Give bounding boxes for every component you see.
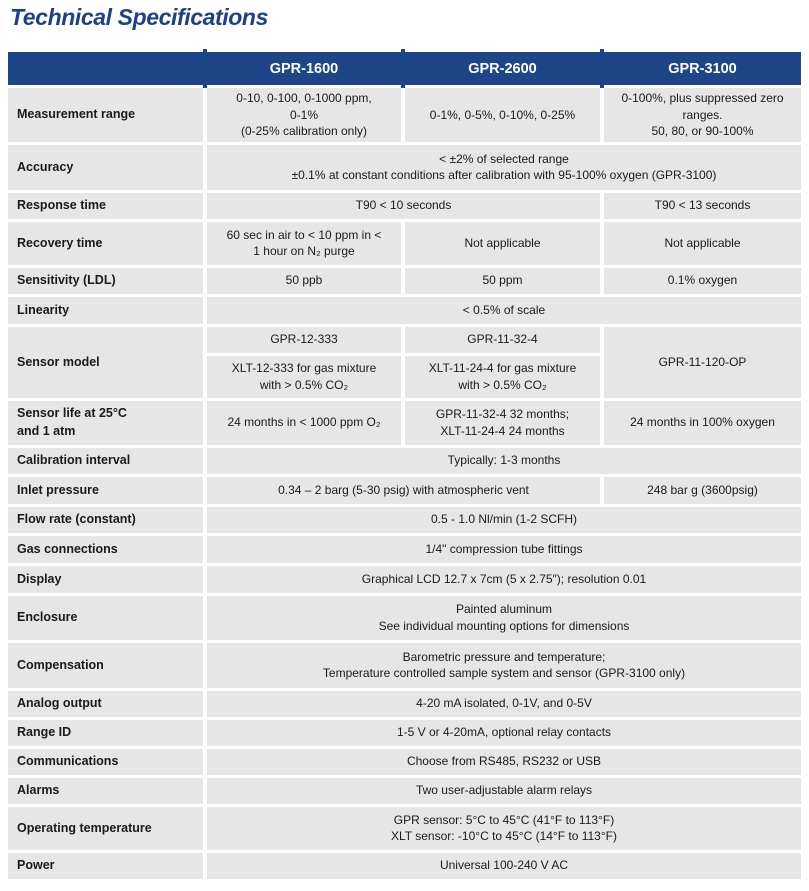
spec-label: Measurement range [8, 88, 203, 142]
spec-value: GPR sensor: 5°C to 45°C (41°F to 113°F) … [207, 806, 801, 850]
table-row-response-time: Response time T90 < 10 seconds T90 < 13 … [8, 192, 801, 219]
spec-value: 0.34 – 2 barg (5-30 psig) with atmospher… [207, 476, 600, 504]
table-row-measurement-range: Measurement range 0-10, 0-100, 0-1000 pp… [8, 88, 801, 142]
spec-value: 0.5 - 1.0 Nl/min (1-2 SCFH) [207, 506, 801, 533]
spec-value: 0-100%, plus suppressed zero ranges. 50,… [604, 88, 801, 142]
spec-label: Linearity [8, 296, 203, 324]
spec-label: Sensitivity (LDL) [8, 267, 203, 294]
spec-value: 50 ppb [207, 267, 401, 294]
sensor-model-stack-gpr1600: GPR-12-333 XLT-12-333 for gas mixture wi… [207, 326, 401, 398]
spec-value: Not applicable [604, 221, 801, 265]
spec-label: Range ID [8, 719, 203, 746]
spec-value: T90 < 13 seconds [604, 192, 801, 219]
header-tick [401, 49, 405, 88]
spec-value: < 0.5% of scale [207, 296, 801, 324]
spec-value: < ±2% of selected range ±0.1% at constan… [207, 144, 801, 190]
spec-label: Communications [8, 748, 203, 775]
header-spacer [8, 52, 203, 85]
table-row-sensor-model: Sensor model GPR-12-333 XLT-12-333 for g… [8, 326, 801, 398]
spec-value: GPR-12-333 [207, 326, 401, 353]
spec-value: 24 months in < 1000 ppm O₂ [207, 400, 401, 445]
table-row-enclosure: Enclosure Painted aluminum See individua… [8, 595, 801, 640]
spec-value: T90 < 10 seconds [207, 192, 600, 219]
spec-value: GPR-11-32-4 32 months; XLT-11-24-4 24 mo… [405, 400, 600, 445]
table-row-flow-rate: Flow rate (constant) 0.5 - 1.0 Nl/min (1… [8, 506, 801, 533]
spec-label: Compensation [8, 642, 203, 688]
spec-value: 248 bar g (3600psig) [604, 476, 801, 504]
header-tick [600, 49, 604, 88]
table-row-calibration-interval: Calibration interval Typically: 1-3 mont… [8, 447, 801, 474]
spec-label: Gas connections [8, 535, 203, 563]
spec-label: Analog output [8, 690, 203, 717]
table-row-gas-connections: Gas connections 1/4" compression tube fi… [8, 535, 801, 563]
column-header-gpr-2600: GPR-2600 [468, 60, 537, 77]
spec-value: 24 months in 100% oxygen [604, 400, 801, 445]
spec-value: Graphical LCD 12.7 x 7cm (5 x 2.75″); re… [207, 565, 801, 593]
spec-value: XLT-11-24-4 for gas mixture with > 0.5% … [405, 355, 600, 398]
spec-value: Choose from RS485, RS232 or USB [207, 748, 801, 775]
table-header-row: GPR-1600 GPR-2600 GPR-3100 [8, 49, 801, 88]
spec-value: 0.1% oxygen [604, 267, 801, 294]
spec-value: 1-5 V or 4-20mA, optional relay contacts [207, 719, 801, 746]
spec-value: GPR-11-120-OP [604, 326, 801, 398]
spec-label: Inlet pressure [8, 476, 203, 504]
page-title: Technical Specifications [10, 4, 268, 30]
spec-value: 0-1%, 0-5%, 0-10%, 0-25% [405, 88, 600, 142]
table-row-operating-temperature: Operating temperature GPR sensor: 5°C to… [8, 806, 801, 850]
spec-value: GPR-11-32-4 [405, 326, 600, 353]
table-row-accuracy: Accuracy < ±2% of selected range ±0.1% a… [8, 144, 801, 190]
spec-label: Enclosure [8, 595, 203, 640]
table-row-inlet-pressure: Inlet pressure 0.34 – 2 barg (5-30 psig)… [8, 476, 801, 504]
header-tick [203, 49, 207, 88]
table-row-communications: Communications Choose from RS485, RS232 … [8, 748, 801, 775]
spec-value: Typically: 1-3 months [207, 447, 801, 474]
spec-value: 0-10, 0-100, 0-1000 ppm, 0-1% (0-25% cal… [207, 88, 401, 142]
spec-label: Display [8, 565, 203, 593]
spec-label: Operating temperature [8, 806, 203, 850]
spec-label: Response time [8, 192, 203, 219]
column-header-gpr-3100: GPR-3100 [668, 60, 737, 77]
spec-value: Not applicable [405, 221, 600, 265]
spec-label: Accuracy [8, 144, 203, 190]
spec-label: Calibration interval [8, 447, 203, 474]
spec-label: Sensor life at 25°C and 1 atm [8, 400, 203, 445]
spec-label: Power [8, 852, 203, 879]
spec-value: Two user-adjustable alarm relays [207, 777, 801, 804]
table-row-display: Display Graphical LCD 12.7 x 7cm (5 x 2.… [8, 565, 801, 593]
table-row-range-id: Range ID 1-5 V or 4-20mA, optional relay… [8, 719, 801, 746]
table-row-alarms: Alarms Two user-adjustable alarm relays [8, 777, 801, 804]
table-row-power: Power Universal 100-240 V AC [8, 852, 801, 879]
table-row-compensation: Compensation Barometric pressure and tem… [8, 642, 801, 688]
table-row-linearity: Linearity < 0.5% of scale [8, 296, 801, 324]
spec-value: Painted aluminum See individual mounting… [207, 595, 801, 640]
spec-value: 60 sec in air to < 10 ppm in < 1 hour on… [207, 221, 401, 265]
column-header-gpr-1600: GPR-1600 [269, 60, 339, 77]
spec-value: XLT-12-333 for gas mixture with > 0.5% C… [207, 355, 401, 398]
spec-value: 4-20 mA isolated, 0-1V, and 0-5V [207, 690, 801, 717]
spec-value: 1/4" compression tube fittings [207, 535, 801, 563]
spec-label: Alarms [8, 777, 203, 804]
table-row-recovery-time: Recovery time 60 sec in air to < 10 ppm … [8, 221, 801, 265]
spec-label: Sensor model [8, 326, 203, 398]
table-row-sensitivity: Sensitivity (LDL) 50 ppb 50 ppm 0.1% oxy… [8, 267, 801, 294]
spec-value: 50 ppm [405, 267, 600, 294]
spec-value: Universal 100-240 V AC [207, 852, 801, 879]
sensor-model-stack-gpr2600: GPR-11-32-4 XLT-11-24-4 for gas mixture … [405, 326, 600, 398]
spec-table: GPR-1600 GPR-2600 GPR-3100 Measurement r… [8, 49, 801, 879]
spec-label: Recovery time [8, 221, 203, 265]
spec-label: Flow rate (constant) [8, 506, 203, 533]
spec-value: Barometric pressure and temperature; Tem… [207, 642, 801, 688]
table-row-analog-output: Analog output 4-20 mA isolated, 0-1V, an… [8, 690, 801, 717]
table-row-sensor-life: Sensor life at 25°C and 1 atm 24 months … [8, 400, 801, 445]
